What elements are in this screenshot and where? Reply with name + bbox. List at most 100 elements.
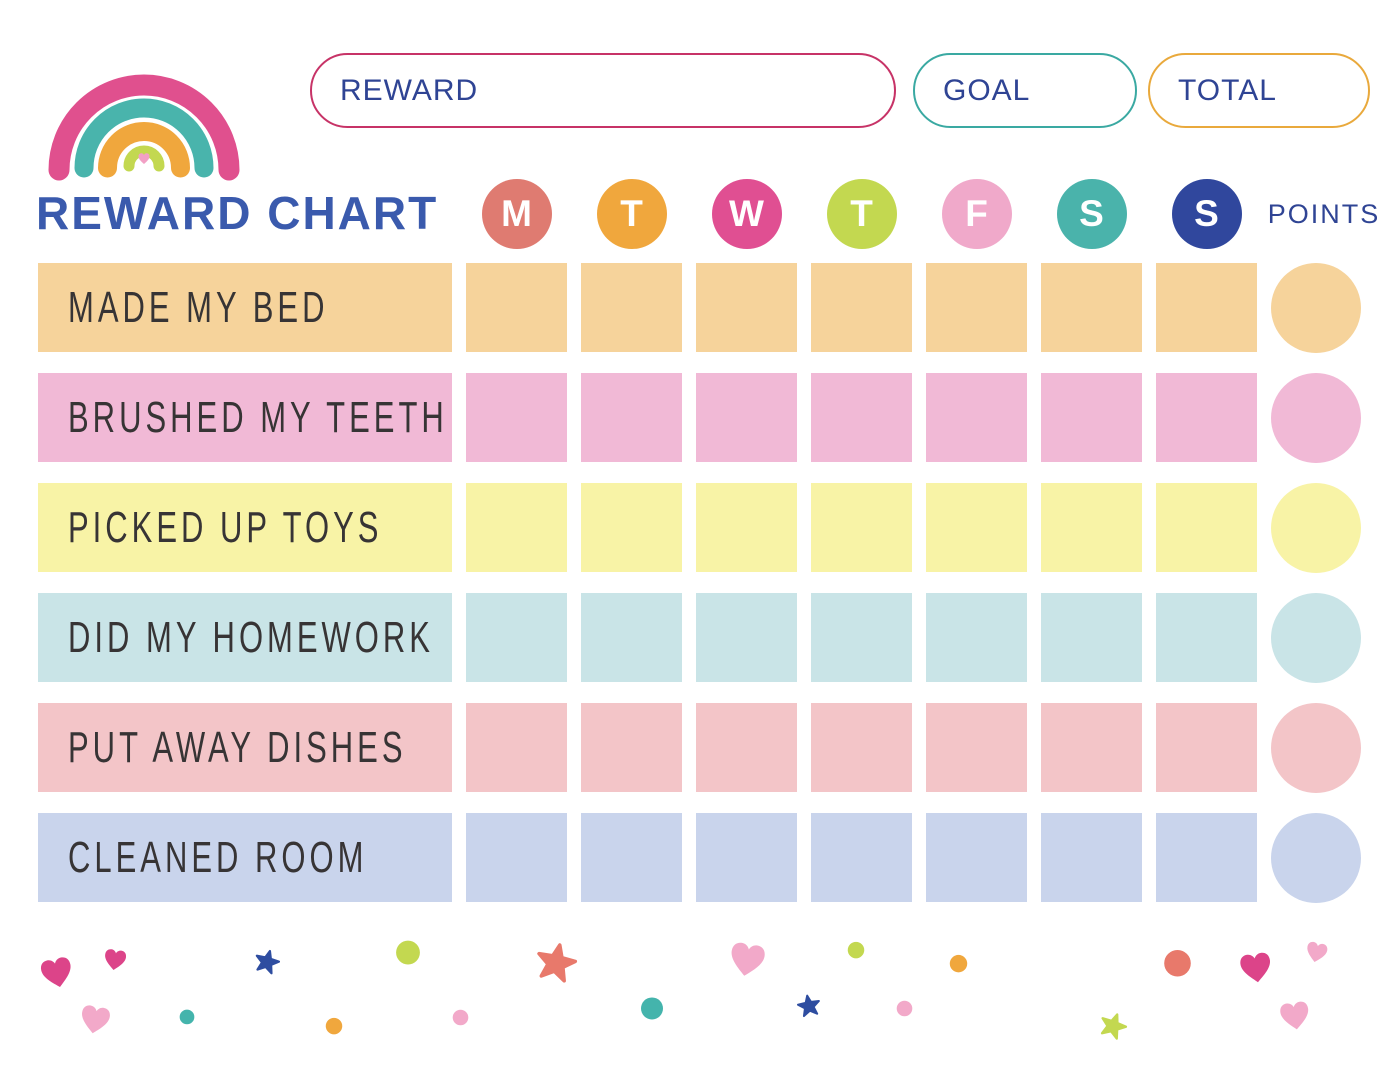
total-field[interactable]: TOTAL xyxy=(1148,53,1370,128)
chore-cell-row4-day6[interactable] xyxy=(1156,703,1257,792)
deco-dot-icon xyxy=(896,1001,912,1017)
chore-cells xyxy=(466,483,1257,572)
deco-dot-icon xyxy=(396,941,420,965)
chore-row-2: PICKED UP TOYS xyxy=(38,482,1361,573)
chore-cell-row5-day5[interactable] xyxy=(1041,813,1142,902)
chore-cell-row3-day6[interactable] xyxy=(1156,593,1257,682)
chore-cell-row5-day2[interactable] xyxy=(696,813,797,902)
chore-cell-row2-day4[interactable] xyxy=(926,483,1027,572)
day-letter: F xyxy=(965,193,988,234)
day-header-col-1: T xyxy=(581,179,682,249)
deco-dot-icon xyxy=(949,955,967,973)
points-circle-row1[interactable] xyxy=(1271,372,1361,463)
deco-star-icon xyxy=(537,943,578,983)
deco-heart-icon xyxy=(1280,1001,1309,1030)
day-header-col-6: S xyxy=(1156,179,1257,249)
chore-cell-row5-day3[interactable] xyxy=(811,813,912,902)
chore-row-5: CLEANED ROOM xyxy=(38,812,1361,903)
chore-cell-row3-day0[interactable] xyxy=(466,593,567,682)
day-circle-3: T xyxy=(826,179,897,249)
points-circle-row4[interactable] xyxy=(1271,702,1361,793)
chore-label: BRUSHED MY TEETH xyxy=(68,392,448,442)
chore-label-bar: PICKED UP TOYS xyxy=(38,483,452,572)
deco-heart-icon xyxy=(40,957,71,988)
chore-row-4: PUT AWAY DISHES xyxy=(38,702,1361,793)
rainbow-arc-teal xyxy=(74,98,214,178)
chore-cell-row4-day4[interactable] xyxy=(926,703,1027,792)
reward-field-label: REWARD xyxy=(340,73,479,107)
chore-cells xyxy=(466,373,1257,462)
chore-cell-row0-day0[interactable] xyxy=(466,263,567,352)
day-header-col-2: W xyxy=(696,179,797,249)
chore-cell-row1-day3[interactable] xyxy=(811,373,912,462)
reward-field[interactable]: REWARD xyxy=(310,53,896,128)
chore-cell-row3-day2[interactable] xyxy=(696,593,797,682)
chore-cell-row2-day0[interactable] xyxy=(466,483,567,572)
chore-cell-row5-day0[interactable] xyxy=(466,813,567,902)
chore-label-bar: DID MY HOMEWORK xyxy=(38,593,452,682)
chore-label: PUT AWAY DISHES xyxy=(68,722,407,772)
day-letter: M xyxy=(501,193,532,234)
day-header-col-4: F xyxy=(926,179,1027,249)
chore-cell-row5-day4[interactable] xyxy=(926,813,1027,902)
points-circle-row5[interactable] xyxy=(1271,812,1361,903)
chore-cell-row3-day1[interactable] xyxy=(581,593,682,682)
chore-cell-row2-day1[interactable] xyxy=(581,483,682,572)
points-column-label: POINTS xyxy=(1267,198,1381,229)
chore-label-bar: MADE MY BED xyxy=(38,263,452,352)
deco-heart-icon xyxy=(105,949,127,971)
deco-heart-icon xyxy=(731,942,765,976)
deco-star-icon xyxy=(255,949,281,975)
chore-cell-row3-day4[interactable] xyxy=(926,593,1027,682)
chore-cell-row1-day6[interactable] xyxy=(1156,373,1257,462)
day-header-col-0: M xyxy=(466,179,567,249)
chore-cell-row1-day5[interactable] xyxy=(1041,373,1142,462)
chore-cell-row0-day6[interactable] xyxy=(1156,263,1257,352)
chore-cell-row1-day1[interactable] xyxy=(581,373,682,462)
points-circle-row2[interactable] xyxy=(1271,482,1361,573)
rainbow-logo-icon xyxy=(48,74,240,181)
day-circle-1: T xyxy=(596,179,667,249)
deco-dot-icon xyxy=(847,941,865,959)
chore-cell-row0-day5[interactable] xyxy=(1041,263,1142,352)
day-letter: S xyxy=(1079,193,1104,234)
chore-cell-row1-day4[interactable] xyxy=(926,373,1027,462)
chore-label-bar: PUT AWAY DISHES xyxy=(38,703,452,792)
chore-label: MADE MY BED xyxy=(68,282,329,332)
chore-cell-row2-day5[interactable] xyxy=(1041,483,1142,572)
chore-cell-row4-day0[interactable] xyxy=(466,703,567,792)
deco-dot-icon xyxy=(641,996,663,1019)
chore-cell-row1-day0[interactable] xyxy=(466,373,567,462)
chore-cell-row4-day5[interactable] xyxy=(1041,703,1142,792)
chore-cell-row0-day2[interactable] xyxy=(696,263,797,352)
day-letter: S xyxy=(1194,193,1219,234)
chore-cell-row2-day3[interactable] xyxy=(811,483,912,572)
chore-cell-row4-day1[interactable] xyxy=(581,703,682,792)
day-circle-5: S xyxy=(1056,179,1127,249)
chore-cell-row0-day1[interactable] xyxy=(581,263,682,352)
chore-cell-row0-day4[interactable] xyxy=(926,263,1027,352)
chore-cell-row4-day3[interactable] xyxy=(811,703,912,792)
chore-cell-row5-day6[interactable] xyxy=(1156,813,1257,902)
chore-cell-row3-day3[interactable] xyxy=(811,593,912,682)
chore-cell-row0-day3[interactable] xyxy=(811,263,912,352)
chore-cell-row2-day6[interactable] xyxy=(1156,483,1257,572)
chore-cell-row1-day2[interactable] xyxy=(696,373,797,462)
chore-cells xyxy=(466,813,1257,902)
chore-label-bar: CLEANED ROOM xyxy=(38,813,452,902)
deco-dot-icon xyxy=(325,1017,343,1035)
rainbow-arc-lime xyxy=(123,145,165,172)
chore-grid: MADE MY BED BRUSHED MY TEETH PICKED UP TOY… xyxy=(38,262,1361,923)
chore-label: DID MY HOMEWORK xyxy=(68,612,434,662)
deco-heart-icon xyxy=(1306,941,1327,962)
chore-label: PICKED UP TOYS xyxy=(68,502,383,552)
points-circle-row0[interactable] xyxy=(1271,262,1361,353)
chore-cell-row3-day5[interactable] xyxy=(1041,593,1142,682)
chore-cell-row2-day2[interactable] xyxy=(696,483,797,572)
chore-cells xyxy=(466,263,1257,352)
goal-field[interactable]: GOAL xyxy=(913,53,1137,128)
points-circle-row3[interactable] xyxy=(1271,592,1361,683)
chore-cell-row5-day1[interactable] xyxy=(581,813,682,902)
day-letter: T xyxy=(850,193,873,234)
chore-cell-row4-day2[interactable] xyxy=(696,703,797,792)
